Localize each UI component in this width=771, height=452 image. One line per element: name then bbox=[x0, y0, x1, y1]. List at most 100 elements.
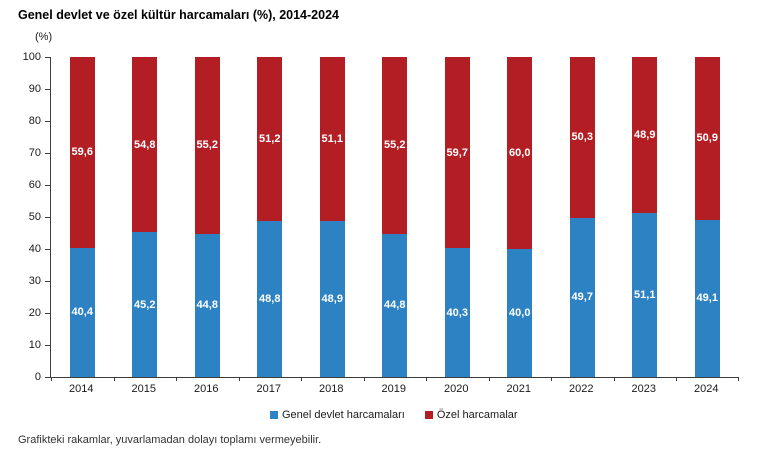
stacked-bar: 60,0 40,0 bbox=[507, 57, 533, 377]
bar-segment-ozel: 51,2 bbox=[257, 57, 283, 221]
bar-value-label: 48,8 bbox=[259, 292, 281, 305]
x-tick-mark bbox=[113, 377, 115, 381]
bar-segment-genel: 40,4 bbox=[69, 247, 95, 377]
y-tick-mark bbox=[45, 248, 50, 250]
bar-value-label: 51,2 bbox=[259, 132, 281, 145]
x-tick-mark bbox=[613, 377, 615, 381]
bar-segment-genel: 49,1 bbox=[694, 219, 720, 377]
x-tick-label-2022: 2022 bbox=[569, 383, 594, 395]
bar-value-label: 50,3 bbox=[571, 131, 593, 144]
bar-group-2022: 50,3 49,7 bbox=[551, 57, 614, 377]
bar-segment-genel: 51,1 bbox=[632, 213, 658, 377]
x-tick-mark bbox=[737, 377, 739, 381]
x-tick-mark bbox=[238, 377, 240, 381]
bar-segment-genel: 49,7 bbox=[569, 217, 595, 377]
y-tick-mark bbox=[45, 184, 50, 186]
stacked-bar: 55,2 44,8 bbox=[194, 57, 220, 377]
y-tick-mark bbox=[45, 152, 50, 154]
bar-segment-genel: 44,8 bbox=[194, 233, 220, 377]
chart-title: Genel devlet ve özel kültür harcamaları … bbox=[18, 8, 339, 22]
legend-item-genel: Genel devlet harcamaları bbox=[269, 409, 405, 421]
y-tick-mark bbox=[45, 56, 50, 58]
y-tick-mark bbox=[45, 376, 50, 378]
x-tick-label-2018: 2018 bbox=[319, 383, 344, 395]
bar-segment-genel: 48,9 bbox=[319, 220, 345, 377]
y-tick-mark bbox=[45, 280, 50, 282]
bar-value-label: 51,1 bbox=[321, 132, 343, 145]
legend-swatch-genel bbox=[269, 411, 278, 419]
y-tick-label: 70 bbox=[28, 146, 41, 159]
bar-value-label: 51,1 bbox=[634, 289, 656, 302]
bar-segment-ozel: 48,9 bbox=[632, 57, 658, 214]
y-tick-mark bbox=[45, 88, 50, 90]
bar-value-label: 44,8 bbox=[196, 299, 218, 312]
bar-value-label: 40,0 bbox=[509, 307, 531, 319]
x-tick-label-2017: 2017 bbox=[256, 383, 281, 395]
bar-value-label: 55,2 bbox=[384, 139, 406, 152]
x-tick-mark bbox=[426, 377, 427, 381]
stacked-bar: 54,8 45,2 bbox=[132, 57, 158, 377]
bar-value-label: 49,7 bbox=[571, 291, 593, 304]
x-tick-mark bbox=[676, 377, 677, 381]
bar-group-2018: 51,1 48,9 bbox=[301, 57, 364, 377]
x-tick-label-2023: 2023 bbox=[631, 383, 656, 395]
x-tick-label-2020: 2020 bbox=[444, 383, 469, 395]
bar-value-label: 48,9 bbox=[321, 292, 343, 305]
legend-item-ozel: Özel harcamalar bbox=[424, 409, 518, 421]
bar-segment-ozel: 54,8 bbox=[132, 57, 158, 233]
bar-value-label: 45,2 bbox=[134, 298, 156, 311]
legend-label-ozel: Özel harcamalar bbox=[436, 409, 518, 421]
bar-group-2016: 55,2 44,8 bbox=[176, 57, 239, 377]
bar-value-label: 48,9 bbox=[634, 129, 656, 142]
y-tick-mark bbox=[45, 216, 50, 218]
bar-value-label: 59,7 bbox=[446, 146, 468, 159]
y-tick-label: 40 bbox=[28, 242, 41, 255]
y-tick-label: 100 bbox=[22, 50, 41, 63]
y-tick-label: 60 bbox=[28, 178, 41, 191]
bar-value-label: 49,1 bbox=[696, 292, 718, 305]
y-tick-label: 50 bbox=[28, 210, 41, 223]
stacked-bar: 51,2 48,8 bbox=[257, 57, 283, 377]
x-tick-mark bbox=[176, 377, 177, 381]
bar-value-label: 59,6 bbox=[71, 146, 93, 159]
stacked-bar: 50,9 49,1 bbox=[694, 57, 720, 377]
bar-group-2020: 59,7 40,3 bbox=[426, 57, 489, 377]
bar-segment-genel: 48,8 bbox=[257, 220, 283, 377]
x-tick-mark bbox=[551, 377, 552, 381]
bar-segment-ozel: 51,1 bbox=[319, 57, 345, 221]
x-tick-mark bbox=[488, 377, 490, 381]
bar-value-label: 60,0 bbox=[509, 147, 531, 159]
bar-segment-ozel: 55,2 bbox=[194, 57, 220, 234]
bar-segment-genel: 45,2 bbox=[132, 232, 158, 377]
bar-group-2014: 59,6 40,4 bbox=[51, 57, 114, 377]
x-tick-label-2015: 2015 bbox=[131, 383, 156, 395]
bar-group-2015: 54,8 45,2 bbox=[114, 57, 177, 377]
x-tick-mark bbox=[363, 377, 365, 381]
bar-value-label: 40,4 bbox=[71, 306, 93, 319]
legend-label-genel: Genel devlet harcamaları bbox=[281, 409, 405, 421]
y-axis-unit-label: (%) bbox=[35, 31, 53, 43]
bar-segment-genel: 40,3 bbox=[444, 248, 470, 377]
y-tick-mark bbox=[45, 344, 50, 346]
bar-segment-ozel: 55,2 bbox=[382, 57, 408, 234]
bar-segment-ozel: 60,0 bbox=[507, 57, 533, 249]
y-tick-label: 30 bbox=[28, 274, 41, 287]
legend: Genel devlet harcamaları Özel harcamalar bbox=[50, 409, 738, 421]
bar-segment-ozel: 59,6 bbox=[69, 57, 95, 248]
x-tick-mark bbox=[51, 377, 52, 381]
y-tick-mark bbox=[45, 312, 50, 314]
y-tick-mark bbox=[45, 120, 50, 122]
y-tick-label: 20 bbox=[28, 306, 41, 319]
bar-group-2023: 48,9 51,1 bbox=[614, 57, 677, 377]
x-tick-label-2019: 2019 bbox=[381, 383, 406, 395]
stacked-bar: 59,7 40,3 bbox=[444, 57, 470, 377]
bar-group-2017: 51,2 48,8 bbox=[239, 57, 302, 377]
stacked-bar: 50,3 49,7 bbox=[569, 57, 595, 377]
x-tick-label-2014: 2014 bbox=[69, 383, 94, 395]
x-tick-label-2024: 2024 bbox=[694, 383, 719, 395]
y-tick-label: 80 bbox=[28, 114, 41, 127]
bar-group-2021: 60,0 40,0 bbox=[489, 57, 552, 377]
legend-swatch-ozel bbox=[424, 411, 433, 419]
bar-segment-ozel: 50,9 bbox=[694, 57, 720, 220]
